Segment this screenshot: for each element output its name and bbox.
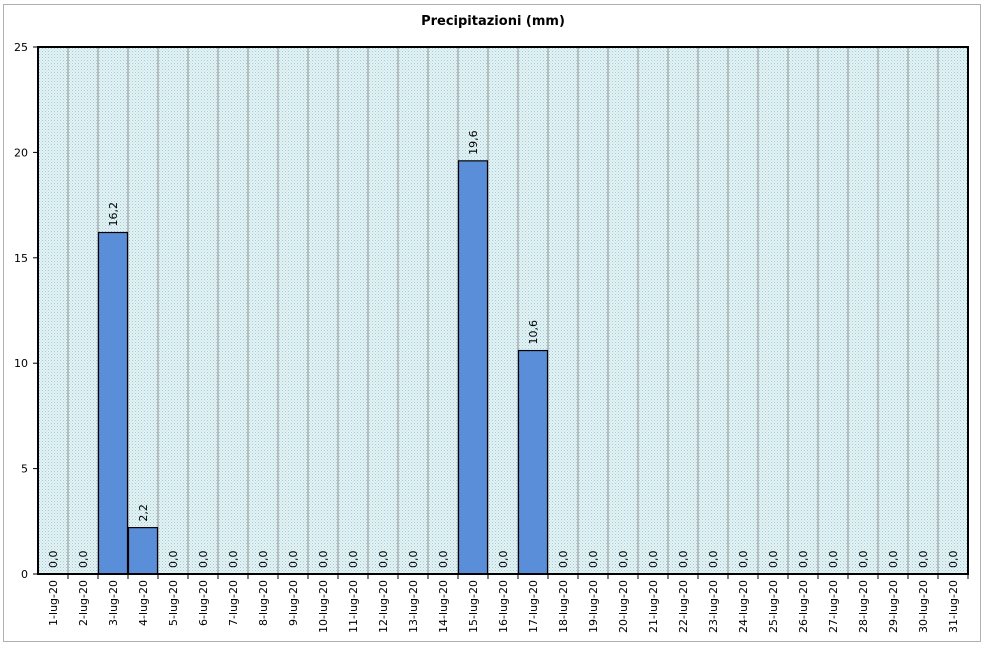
y-tick-label: 10 bbox=[14, 357, 28, 370]
x-tick-label: 15-lug-20 bbox=[467, 580, 480, 633]
x-tick-label: 8-lug-20 bbox=[257, 580, 270, 626]
x-tick-label: 26-lug-20 bbox=[797, 580, 810, 633]
data-label: 0,0 bbox=[257, 551, 270, 569]
data-label: 0,0 bbox=[737, 551, 750, 569]
x-tick-label: 18-lug-20 bbox=[557, 580, 570, 633]
data-label: 0,0 bbox=[797, 551, 810, 569]
data-label: 0,0 bbox=[857, 551, 870, 569]
x-tick-label: 5-lug-20 bbox=[167, 580, 180, 626]
data-label: 0,0 bbox=[887, 551, 900, 569]
x-tick-label: 24-lug-20 bbox=[737, 580, 750, 633]
data-label: 19,6 bbox=[467, 130, 480, 155]
x-tick-label: 29-lug-20 bbox=[887, 580, 900, 633]
plot-border bbox=[37, 46, 969, 575]
data-label: 0,0 bbox=[317, 551, 330, 569]
data-label: 0,0 bbox=[827, 551, 840, 569]
x-tick-label: 23-lug-20 bbox=[707, 580, 720, 633]
data-label: 0,0 bbox=[197, 551, 210, 569]
y-tick-label: 5 bbox=[21, 463, 28, 476]
data-label: 0,0 bbox=[167, 551, 180, 569]
x-tick-label: 2-lug-20 bbox=[77, 580, 90, 626]
y-tick-label: 25 bbox=[14, 41, 28, 54]
data-label: 0,0 bbox=[47, 551, 60, 569]
data-label: 0,0 bbox=[587, 551, 600, 569]
x-tick-label: 11-lug-20 bbox=[347, 580, 360, 633]
data-label: 0,0 bbox=[707, 551, 720, 569]
x-tick-label: 30-lug-20 bbox=[917, 580, 930, 633]
chart-title: Precipitazioni (mm) bbox=[421, 14, 565, 29]
x-tick-label: 3-lug-20 bbox=[107, 580, 120, 626]
data-label: 0,0 bbox=[77, 551, 90, 569]
x-tick-label: 31-lug-20 bbox=[947, 580, 960, 633]
x-tick-label: 13-lug-20 bbox=[407, 580, 420, 633]
x-tick-label: 4-lug-20 bbox=[137, 580, 150, 626]
x-tick-label: 10-lug-20 bbox=[317, 580, 330, 633]
data-label: 0,0 bbox=[647, 551, 660, 569]
x-tick-label: 6-lug-20 bbox=[197, 580, 210, 626]
data-label: 0,0 bbox=[407, 551, 420, 569]
x-tick-label: 7-lug-20 bbox=[227, 580, 240, 626]
data-label: 0,0 bbox=[497, 551, 510, 569]
x-tick-label: 16-lug-20 bbox=[497, 580, 510, 633]
x-tick-label: 19-lug-20 bbox=[587, 580, 600, 633]
data-label: 0,0 bbox=[767, 551, 780, 569]
x-tick-label: 1-lug-20 bbox=[47, 580, 60, 626]
y-tick-label: 20 bbox=[14, 146, 28, 159]
bar bbox=[127, 527, 159, 575]
bar bbox=[97, 231, 129, 575]
data-label: 0,0 bbox=[947, 551, 960, 569]
data-label: 0,0 bbox=[677, 551, 690, 569]
x-tick-label: 12-lug-20 bbox=[377, 580, 390, 633]
data-label: 0,0 bbox=[557, 551, 570, 569]
plot-area bbox=[38, 47, 968, 574]
data-label: 2,2 bbox=[137, 504, 150, 522]
x-tick-label: 14-lug-20 bbox=[437, 580, 450, 633]
data-label: 0,0 bbox=[917, 551, 930, 569]
data-label: 0,0 bbox=[617, 551, 630, 569]
x-tick-label: 28-lug-20 bbox=[857, 580, 870, 633]
x-tick-label: 21-lug-20 bbox=[647, 580, 660, 633]
bar bbox=[457, 160, 489, 575]
data-label: 0,0 bbox=[287, 551, 300, 569]
data-label: 10,6 bbox=[527, 320, 540, 345]
data-label: 0,0 bbox=[347, 551, 360, 569]
x-tick-label: 20-lug-20 bbox=[617, 580, 630, 633]
x-tick-label: 17-lug-20 bbox=[527, 580, 540, 633]
y-tick-label: 0 bbox=[21, 568, 28, 581]
x-tick-label: 25-lug-20 bbox=[767, 580, 780, 633]
data-label: 0,0 bbox=[227, 551, 240, 569]
data-label: 16,2 bbox=[107, 202, 120, 227]
data-label: 0,0 bbox=[377, 551, 390, 569]
bar bbox=[517, 349, 549, 575]
x-tick-label: 9-lug-20 bbox=[287, 580, 300, 626]
x-tick-label: 22-lug-20 bbox=[677, 580, 690, 633]
y-tick-label: 15 bbox=[14, 252, 28, 265]
data-label: 0,0 bbox=[437, 551, 450, 569]
x-tick-label: 27-lug-20 bbox=[827, 580, 840, 633]
